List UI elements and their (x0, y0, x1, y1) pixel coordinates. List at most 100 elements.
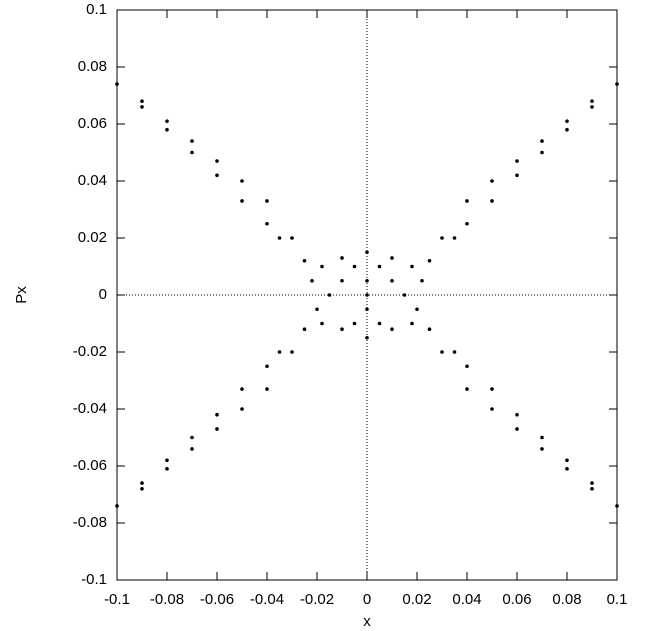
point (190, 435, 194, 440)
point (265, 387, 269, 391)
y-tick-label: -0.06 (73, 457, 107, 474)
point (565, 458, 569, 463)
point (240, 179, 244, 183)
point (165, 467, 169, 471)
point (365, 293, 369, 297)
point (365, 250, 369, 255)
point (465, 221, 469, 226)
point (240, 387, 244, 391)
point (277, 236, 282, 240)
point (540, 150, 544, 155)
point (590, 481, 594, 485)
point (427, 259, 432, 263)
point (140, 99, 144, 103)
point (427, 327, 432, 332)
point (465, 199, 469, 203)
point (140, 487, 144, 491)
point (402, 293, 407, 297)
point (215, 427, 219, 431)
point (365, 335, 369, 340)
point (240, 199, 244, 203)
point (540, 447, 544, 451)
point (265, 364, 269, 369)
point (540, 435, 544, 440)
point (490, 387, 494, 391)
x-tick-label: 0.04 (452, 591, 481, 608)
point (452, 236, 457, 240)
point (390, 327, 394, 332)
x-tick-label: 0.02 (402, 591, 431, 608)
point (365, 278, 369, 283)
point (590, 99, 594, 103)
point (265, 199, 269, 203)
x-tick-label: -0.06 (200, 591, 234, 608)
y-tick-label: 0.04 (78, 172, 107, 189)
point (302, 259, 307, 263)
point (452, 350, 457, 354)
point (165, 127, 169, 132)
y-tick-label: -0.04 (73, 400, 107, 417)
point (190, 150, 194, 155)
point (440, 236, 444, 240)
point (340, 327, 344, 332)
point (410, 321, 414, 326)
point (315, 307, 319, 312)
point (215, 412, 219, 417)
x-tick-label: 0.1 (607, 591, 628, 608)
x-axis-label: x (363, 613, 371, 630)
point (290, 350, 294, 354)
y-axis-label: Px (13, 286, 30, 304)
x-tick-label: 0.06 (502, 591, 531, 608)
x-tick-label: -0.04 (250, 591, 284, 608)
y-tick-label: -0.02 (73, 343, 107, 360)
point (310, 278, 314, 283)
y-tick-label: 0.06 (78, 115, 107, 132)
point (340, 278, 344, 283)
point (490, 407, 494, 411)
point (277, 350, 282, 354)
y-tick-label: 0 (99, 286, 107, 303)
point (165, 119, 169, 123)
point (515, 412, 519, 417)
point (420, 278, 424, 283)
y-tick-label: -0.08 (73, 514, 107, 531)
point (240, 407, 244, 411)
point (410, 264, 414, 269)
point (320, 321, 324, 326)
point (352, 321, 357, 326)
y-tick-label: 0.1 (86, 1, 107, 18)
point (365, 307, 369, 312)
point (390, 256, 394, 260)
y-tick-label: 0.08 (78, 58, 107, 75)
point (377, 264, 382, 269)
point (490, 179, 494, 183)
point (490, 199, 494, 203)
point (320, 264, 324, 269)
point (540, 139, 544, 143)
point (215, 173, 219, 178)
point (140, 105, 144, 109)
point (465, 364, 469, 369)
point (290, 236, 294, 240)
x-tick-label: -0.1 (104, 591, 130, 608)
x-tick-label: 0.08 (552, 591, 581, 608)
point (415, 307, 419, 312)
point (390, 278, 394, 283)
y-tick-label: 0.02 (78, 229, 107, 246)
point (590, 105, 594, 109)
point (565, 119, 569, 123)
point (590, 487, 594, 491)
plot-frame (116, 9, 618, 581)
point (515, 173, 519, 178)
point (215, 159, 219, 163)
y-tick-label: -0.1 (81, 571, 107, 588)
point (440, 350, 444, 354)
point (515, 159, 519, 163)
x-tick-label: -0.08 (150, 591, 184, 608)
point (565, 127, 569, 132)
point (165, 458, 169, 463)
point (327, 293, 332, 297)
point (565, 467, 569, 471)
point (190, 447, 194, 451)
